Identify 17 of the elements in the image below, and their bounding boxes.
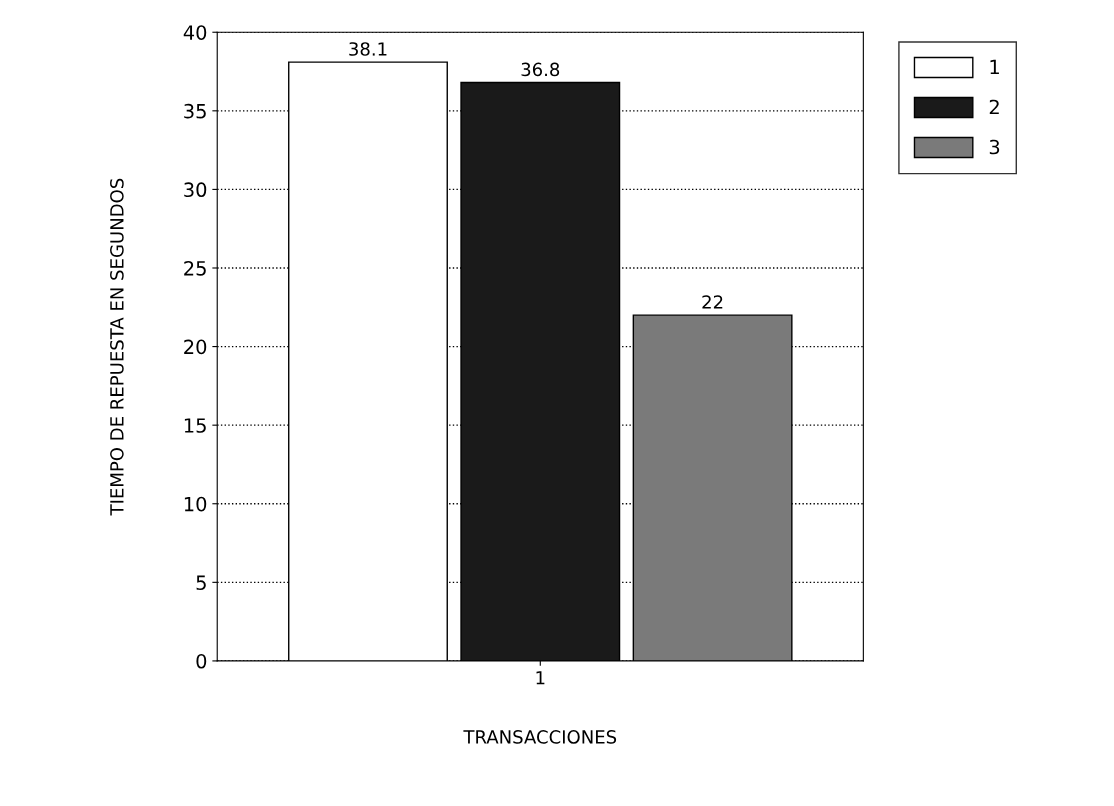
data-label: 38.1 <box>349 42 387 56</box>
data-label: 22 <box>702 295 723 309</box>
data-label: 36.8 <box>521 62 560 77</box>
y-tick-label: 0 <box>196 653 207 669</box>
y-axis-title: TIEMPO DE REPUESTA EN SEGUNDOS <box>110 178 124 516</box>
y-tick-label: 5 <box>196 575 206 590</box>
y-tick-label: 15 <box>184 418 206 433</box>
y-tick-label: 30 <box>184 182 207 198</box>
legend-label: 1 <box>990 59 999 75</box>
y-tick-label: 40 <box>183 25 207 40</box>
y-tick-label: 10 <box>184 496 207 512</box>
y-tick-label: 20 <box>184 339 207 355</box>
y-tick-label: 25 <box>184 260 206 276</box>
y-tick-label: 35 <box>184 103 206 119</box>
legend-label: 2 <box>989 99 999 115</box>
x-axis-title: TRANSACCIONES <box>463 730 617 744</box>
legend-label: 3 <box>989 139 1000 155</box>
